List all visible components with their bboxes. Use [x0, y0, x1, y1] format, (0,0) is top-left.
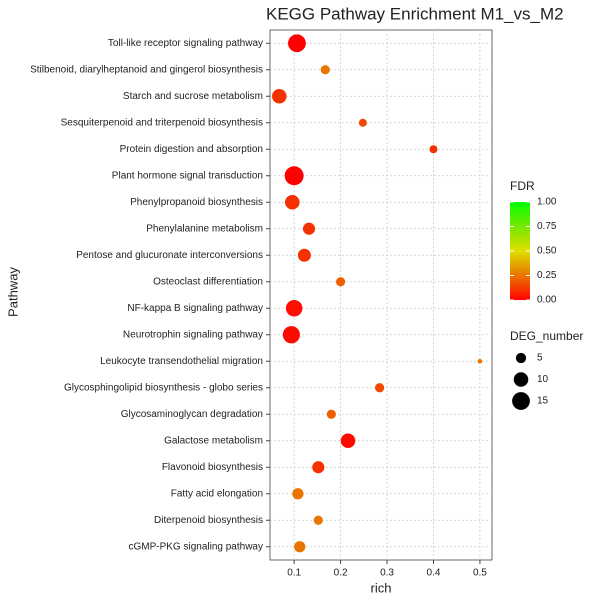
bubble: [358, 118, 367, 127]
x-tick-label: 0.1: [287, 568, 301, 579]
y-tick-label: Leukocyte transendothelial migration: [100, 356, 263, 367]
y-tick-label: Glycosphingolipid biosynthesis - globo s…: [64, 382, 263, 393]
bubble: [477, 358, 483, 364]
y-tick-label: cGMP-PKG signaling pathway: [128, 541, 263, 552]
legend-label: 0.75: [537, 221, 557, 232]
legend-title: DEG_number: [510, 329, 583, 343]
y-tick-label: Sesquiterpenoid and triterpenoid biosynt…: [61, 117, 263, 128]
y-tick-label: Phenylalanine metabolism: [146, 223, 263, 234]
legend-label: 0.25: [537, 270, 557, 281]
legend-bubble: [512, 392, 530, 410]
legend-title: FDR: [510, 179, 535, 193]
bubble: [297, 248, 311, 262]
y-tick-label: Pentose and glucuronate interconversions: [76, 250, 263, 261]
legend-label: 1.00: [537, 197, 557, 208]
y-tick-label: Osteoclast differentiation: [153, 276, 263, 287]
bubble: [312, 461, 325, 474]
bubble: [375, 383, 385, 393]
x-tick-label: 0.5: [473, 568, 487, 579]
bubble: [429, 145, 438, 154]
bubble: [302, 222, 316, 235]
bubble: [282, 326, 300, 344]
plot-panel: [269, 29, 493, 561]
y-tick-label: Protein digestion and absorption: [120, 144, 263, 155]
y-tick-label: Starch and sucrose metabolism: [123, 91, 263, 102]
legend-label: 5: [537, 353, 543, 364]
bubble: [272, 88, 287, 104]
legend-bubble: [513, 372, 529, 387]
y-tick-label: Phenylpropanoid biosynthesis: [130, 197, 263, 208]
y-tick-label: NF-kappa B signaling pathway: [127, 303, 263, 314]
bubble: [284, 166, 304, 186]
x-tick-label: 0.2: [334, 568, 348, 579]
x-tick-label: 0.3: [380, 568, 394, 579]
chart-title: KEGG Pathway Enrichment M1_vs_M2: [266, 4, 564, 23]
bubble: [320, 65, 330, 75]
y-tick-label: Flavonoid biosynthesis: [162, 462, 263, 473]
x-tick-label: 0.4: [427, 568, 441, 579]
bubble: [285, 194, 300, 210]
y-tick-label: Stilbenoid, diarylheptanoid and gingerol…: [30, 64, 263, 75]
colorbar: [510, 202, 530, 300]
legend-label: 10: [537, 374, 549, 385]
bubble: [326, 409, 336, 419]
y-tick-label: Plant hormone signal transduction: [112, 170, 263, 181]
legend-label: 0.00: [537, 295, 557, 306]
bubble: [294, 541, 306, 553]
bubble: [335, 277, 346, 287]
y-tick-label: Fatty acid elongation: [171, 488, 263, 499]
x-axis-title: rich: [371, 580, 392, 595]
legend-label: 0.50: [537, 246, 557, 257]
bubble: [292, 488, 304, 500]
bubble: [288, 34, 306, 53]
y-tick-label: Toll-like receptor signaling pathway: [108, 38, 263, 49]
y-tick-label: Glycosaminoglycan degradation: [121, 409, 263, 420]
bubble: [285, 299, 303, 317]
bubble: [313, 515, 323, 525]
legend-label: 15: [537, 396, 549, 407]
y-tick-label: Diterpenoid biosynthesis: [154, 515, 263, 526]
legend-bubble: [515, 352, 527, 364]
y-tick-label: Neurotrophin signaling pathway: [123, 329, 263, 340]
bubble: [340, 433, 356, 449]
y-axis-title: Pathway: [5, 267, 20, 317]
y-tick-label: Galactose metabolism: [164, 435, 263, 446]
